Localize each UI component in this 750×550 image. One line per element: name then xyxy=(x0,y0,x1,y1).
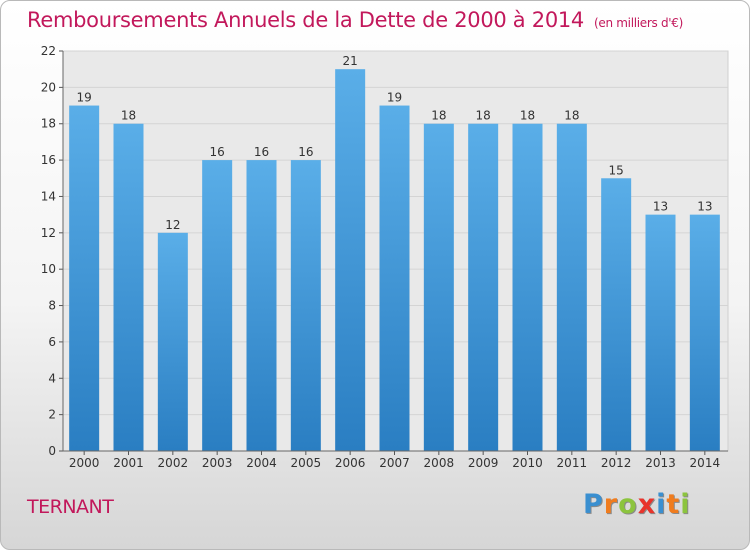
y-tick-label: 18 xyxy=(41,117,56,131)
y-tick-label: 4 xyxy=(48,371,56,385)
y-tick-label: 8 xyxy=(48,299,56,313)
logo-letter: r xyxy=(603,489,619,520)
x-tick-label: 2012 xyxy=(601,456,632,470)
commune-name: TERNANT xyxy=(27,496,114,518)
x-tick-label: 2001 xyxy=(113,456,144,470)
bar-2014 xyxy=(689,214,720,451)
x-tick-label: 2002 xyxy=(158,456,189,470)
x-tick-label: 2006 xyxy=(335,456,366,470)
bar-2009 xyxy=(468,123,499,452)
data-label: 18 xyxy=(520,109,535,123)
logo-letter: i xyxy=(656,489,667,520)
data-label: 18 xyxy=(121,109,136,123)
data-label: 16 xyxy=(210,145,225,159)
bar-2013 xyxy=(645,214,676,451)
x-tick-label: 2009 xyxy=(468,456,499,470)
chart-unit: (en milliers d'€) xyxy=(594,16,684,30)
axes: 0 2 4 6 8 10 12 14 16 18 20 22 2000 2001 2002 2003 2004 2… xyxy=(41,44,728,470)
data-label: 18 xyxy=(431,109,446,123)
y-tick-label: 2 xyxy=(48,408,56,422)
x-tick-label: 2014 xyxy=(690,456,721,470)
y-tick-label: 0 xyxy=(48,444,56,458)
data-label: 13 xyxy=(653,200,668,214)
bars: 19 18 12 16 16 16 21 19 18 18 18 18 15 13 13 xyxy=(69,54,720,452)
bar-2005 xyxy=(290,160,321,451)
data-label: 21 xyxy=(343,54,358,68)
proxiti-logo: Proxiti xyxy=(583,489,691,520)
bar-2010 xyxy=(512,123,543,452)
data-label: 16 xyxy=(254,145,269,159)
y-tick-label: 20 xyxy=(41,80,56,94)
logo-letter: o xyxy=(618,489,638,520)
x-tick-label: 2004 xyxy=(246,456,277,470)
data-label: 18 xyxy=(476,109,491,123)
data-label: 13 xyxy=(697,200,712,214)
bar-2012 xyxy=(601,178,632,452)
x-tick-label: 2010 xyxy=(512,456,543,470)
x-tick-label: 2000 xyxy=(69,456,100,470)
y-tick-label: 16 xyxy=(41,153,56,167)
bar-2000 xyxy=(69,105,100,451)
chart-title-text: Remboursements Annuels de la Dette de 20… xyxy=(27,8,584,32)
bar-2007 xyxy=(379,105,410,451)
bar-2003 xyxy=(202,160,233,451)
bar-2011 xyxy=(556,123,587,452)
chart-title: Remboursements Annuels de la Dette de 20… xyxy=(27,8,683,32)
logo-letter: P xyxy=(583,489,604,520)
x-tick-label: 2007 xyxy=(379,456,410,470)
y-tick-label: 22 xyxy=(41,44,56,58)
bar-2004 xyxy=(246,160,277,451)
data-label: 12 xyxy=(165,218,180,232)
y-tick-label: 14 xyxy=(41,189,56,203)
bar-2001 xyxy=(113,123,144,452)
data-label: 19 xyxy=(387,91,402,105)
y-tick-label: 10 xyxy=(41,262,56,276)
x-tick-label: 2011 xyxy=(557,456,588,470)
x-tick-label: 2003 xyxy=(202,456,233,470)
logo-letter: i xyxy=(680,489,691,520)
data-label: 15 xyxy=(609,163,624,177)
data-label: 16 xyxy=(298,145,313,159)
logo-letter: t xyxy=(666,489,681,520)
data-label: 19 xyxy=(77,91,92,105)
bar-2002 xyxy=(157,232,188,451)
x-tick-label: 2013 xyxy=(645,456,676,470)
bar-2008 xyxy=(423,123,454,452)
logo-letter: x xyxy=(637,489,657,520)
x-tick-label: 2008 xyxy=(424,456,455,470)
data-label: 18 xyxy=(564,109,579,123)
bar-2006 xyxy=(335,69,366,451)
x-tick-label: 2005 xyxy=(291,456,322,470)
y-tick-label: 6 xyxy=(48,335,56,349)
y-tick-label: 12 xyxy=(41,226,56,240)
